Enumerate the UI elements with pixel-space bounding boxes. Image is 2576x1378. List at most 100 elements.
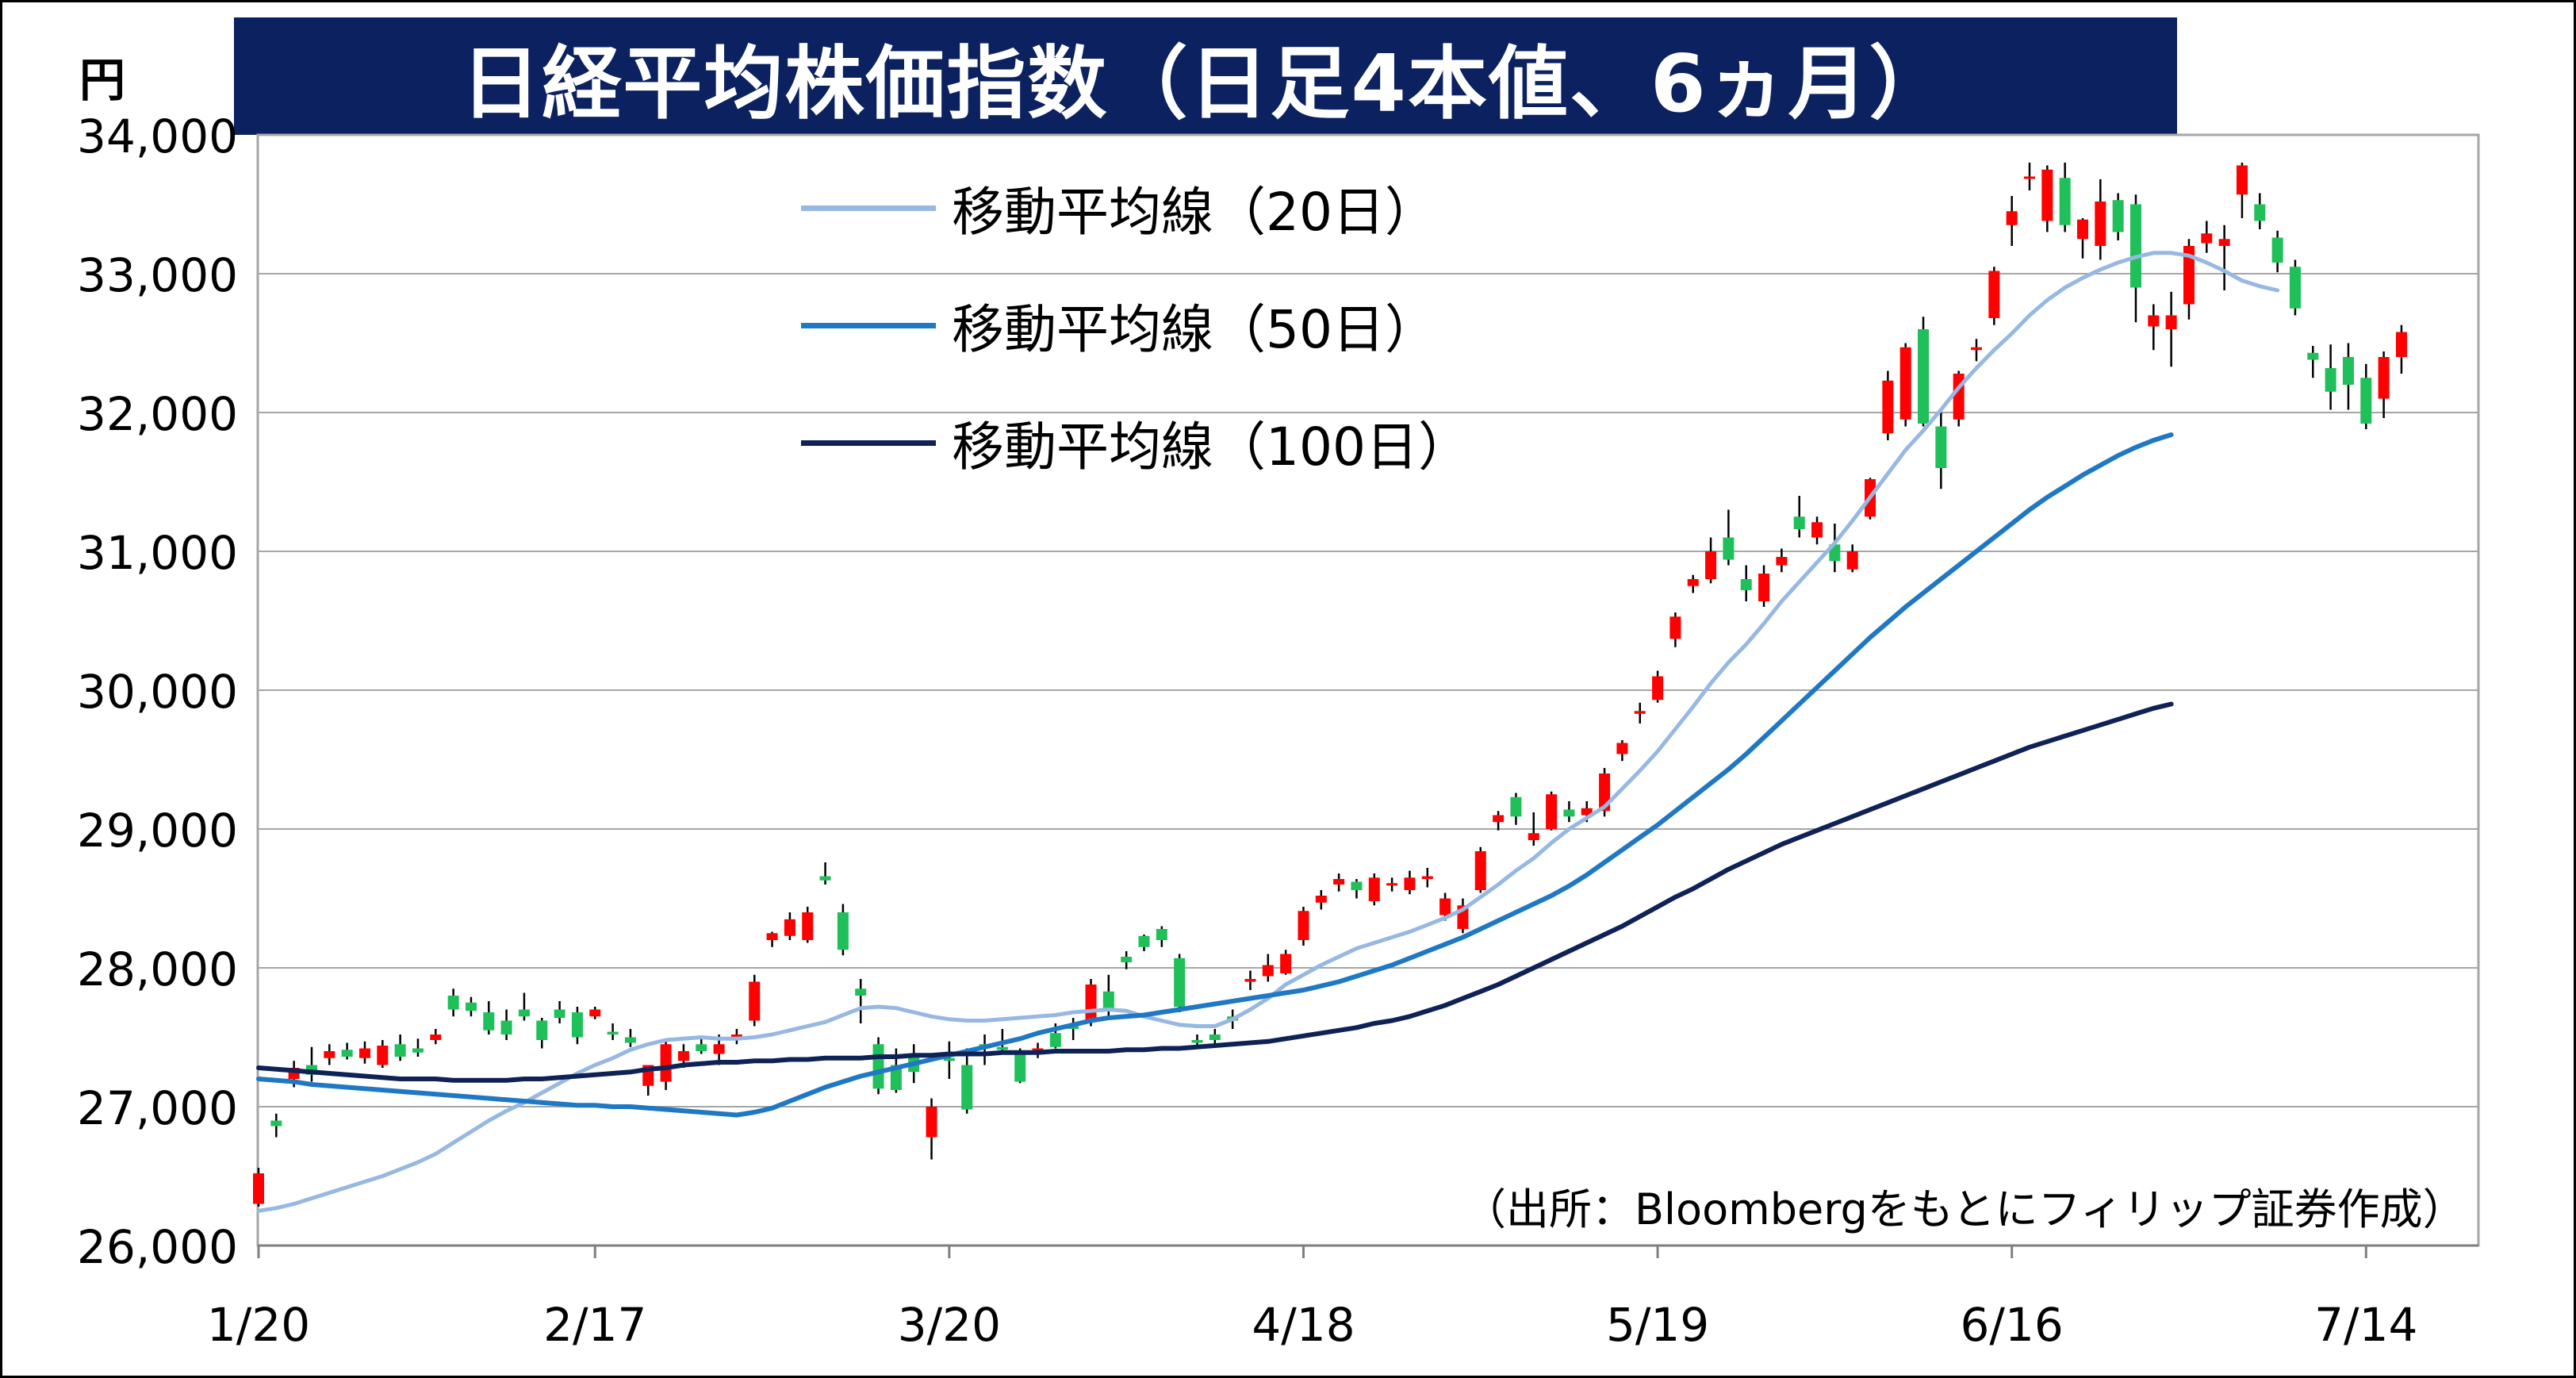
- candle-up: [1262, 965, 1274, 977]
- candle-down: [1563, 809, 1575, 817]
- candle-up: [1298, 911, 1309, 940]
- candle-up: [730, 1034, 742, 1039]
- candle-down: [855, 988, 867, 996]
- legend-swatch-ma100: [801, 440, 936, 446]
- candle-up: [1581, 808, 1593, 816]
- y-tick-label: 29,000: [77, 804, 238, 858]
- candle-up: [377, 1046, 389, 1065]
- x-tick-label: 7/14: [2314, 1298, 2417, 1352]
- legend-swatch-ma50: [801, 322, 936, 328]
- source-note: （出所：Bloombergをもとにフィリップ証券作成）: [1463, 1184, 2466, 1234]
- candle-down: [270, 1120, 282, 1127]
- candle-up: [2165, 315, 2177, 329]
- candle-up: [1634, 711, 1646, 714]
- candle-down: [1918, 329, 1930, 424]
- candle-down: [1935, 426, 1947, 468]
- title-banner: 日経平均株価指数（日足4本値、6ヵ月）: [234, 17, 2177, 135]
- candle-down: [1049, 1033, 1061, 1047]
- candle-up: [1846, 551, 1858, 570]
- candle-up: [1988, 271, 2000, 318]
- candle-down: [943, 1057, 955, 1061]
- candle-up: [1652, 676, 1664, 701]
- x-tick-label: 6/16: [1961, 1298, 2064, 1352]
- candle-up: [1705, 551, 1717, 579]
- y-tick-label: 30,000: [77, 665, 238, 719]
- candle-down: [1723, 537, 1735, 560]
- candle-down: [1156, 929, 1167, 940]
- candle-down: [2342, 357, 2354, 385]
- candle-up: [1315, 896, 1327, 903]
- candle-down: [536, 1020, 548, 1040]
- y-tick-label: 31,000: [77, 526, 238, 580]
- candle-down: [518, 1009, 530, 1017]
- candle-up: [784, 919, 795, 936]
- y-tick-label: 34,000: [77, 109, 238, 163]
- candle-down: [2254, 204, 2266, 221]
- candle-up: [2236, 165, 2248, 195]
- candle-down: [819, 876, 831, 881]
- candle-up: [1244, 979, 1256, 982]
- candle-down: [2271, 237, 2283, 263]
- candle-down: [1191, 1040, 1203, 1043]
- candle-down: [837, 912, 849, 950]
- candle-up: [2148, 315, 2160, 327]
- candle-down: [2289, 267, 2301, 309]
- candle-up: [926, 1107, 937, 1138]
- candle-down: [1174, 958, 1186, 1007]
- chart-title: 日経平均株価指数（日足4本値、6ヵ月）: [461, 36, 1950, 130]
- candle-down: [996, 1046, 1008, 1050]
- candle-down: [465, 1002, 477, 1011]
- candle-down: [394, 1044, 406, 1057]
- candle-down: [1138, 935, 1150, 947]
- candle-down: [2360, 378, 2372, 424]
- y-tick-label: 28,000: [77, 942, 238, 996]
- candle-down: [483, 1012, 495, 1031]
- candle-up: [1439, 898, 1451, 915]
- candle-up: [1899, 347, 1911, 420]
- candle-down: [2129, 204, 2141, 288]
- legend-label-ma50: 移動平均線（50日）: [952, 299, 1437, 360]
- candle-up: [1758, 574, 1770, 601]
- candle-down: [1510, 796, 1522, 817]
- candle-up: [430, 1034, 442, 1040]
- candle-up: [1333, 879, 1345, 885]
- candle-up: [1280, 954, 1292, 973]
- candle-down: [624, 1037, 636, 1043]
- candle-up: [1811, 522, 1823, 538]
- y-tick-label: 26,000: [77, 1220, 238, 1274]
- candle-down: [607, 1031, 619, 1034]
- candle-up: [1971, 347, 1983, 351]
- candle-down: [500, 1020, 512, 1034]
- candle-down: [890, 1065, 902, 1090]
- candle-down: [412, 1048, 424, 1053]
- candle-down: [2112, 200, 2124, 232]
- candle-up: [802, 912, 814, 940]
- candle-down: [872, 1044, 884, 1089]
- legend-item-ma100: 移動平均線（100日）: [801, 411, 1470, 478]
- x-tick-label: 3/20: [898, 1298, 1001, 1352]
- series-line-ma20: [256, 251, 2280, 1213]
- candle-down: [2059, 178, 2071, 225]
- legend-label-ma100: 移動平均線（100日）: [952, 416, 1470, 478]
- series-line-ma100: [256, 701, 2174, 1083]
- candle-up: [1421, 876, 1433, 879]
- series-line-ma50: [256, 432, 2174, 1118]
- candle-up: [2395, 332, 2407, 357]
- legend-item-ma20: 移動平均線（20日）: [801, 176, 1437, 243]
- candle-down: [696, 1044, 707, 1051]
- candle-up: [358, 1048, 370, 1058]
- candle-up: [1882, 380, 1894, 434]
- candle-up: [324, 1051, 335, 1058]
- candle-up: [589, 1009, 601, 1017]
- candle-down: [341, 1050, 353, 1057]
- candle-down: [1102, 991, 1114, 1010]
- legend-swatch-ma20: [801, 205, 936, 211]
- x-tick-label: 2/17: [543, 1298, 646, 1352]
- candle-up: [2183, 246, 2195, 305]
- candle-up: [2218, 239, 2230, 246]
- candle-up: [1546, 794, 1558, 829]
- candle-up: [2024, 176, 2035, 179]
- x-tick-label: 4/18: [1252, 1298, 1355, 1352]
